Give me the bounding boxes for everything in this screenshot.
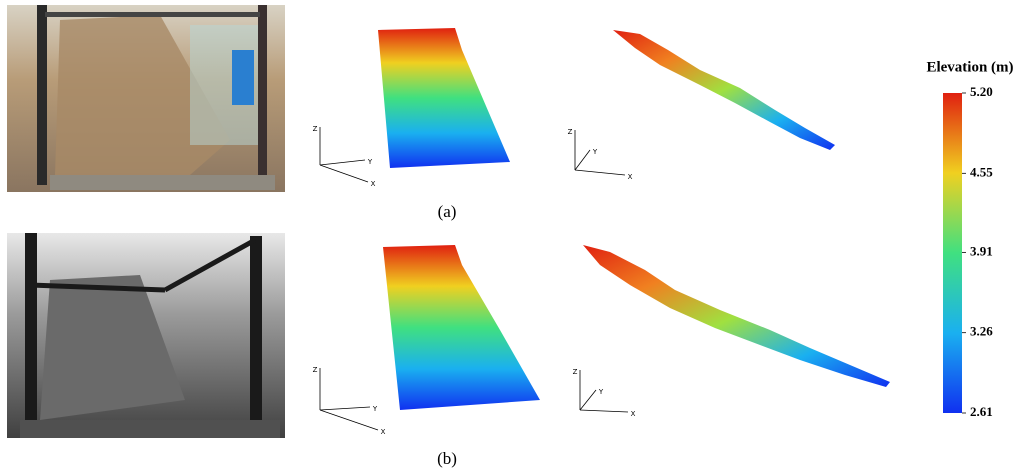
colorbar-tick-label: 2.61 [970,404,993,419]
axis-label: X [381,428,386,436]
colorbar [943,93,962,413]
axis-label: Y [592,148,598,156]
axis-label: Y [598,388,604,396]
axis-line [319,159,366,166]
photo-a [7,5,285,192]
point-cloud-plan-b [383,245,540,410]
colorbar-tick-label: 3.91 [970,243,993,258]
point-cloud-profile-b [583,245,890,387]
axis-label: Y [372,405,378,413]
axis-line [319,409,379,431]
axis-line [574,169,626,176]
axis-label: Z [568,128,573,136]
point-cloud-profile-a [613,30,835,150]
axis-line [579,409,629,413]
axis-line [574,149,591,171]
colorbar-tick-label: 3.26 [970,324,993,339]
panel-label: (a) [438,202,457,221]
axis-label: Z [573,368,578,376]
axis-label: Z [313,125,318,133]
axis-line [579,389,597,411]
axis-label: Y [367,158,373,166]
colorbar-title: Elevation (m) [926,59,1013,75]
colorbar-tick-label: 4.55 [970,164,993,179]
colorbar-tick-label: 5.20 [970,84,993,99]
axis-line [319,164,369,183]
axis-label: X [631,410,636,418]
axis-line [319,406,371,411]
axis-label: X [628,173,633,181]
photo-b [7,233,285,438]
point-cloud-plan-a [378,28,510,168]
axis-label: X [371,180,376,188]
panel-label: (b) [437,449,457,468]
axis-label: Z [313,366,318,374]
